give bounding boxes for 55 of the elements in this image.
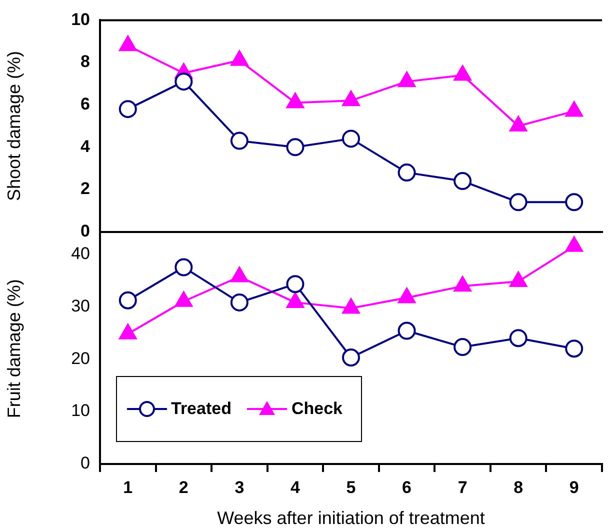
y-tick-label: 0 xyxy=(80,221,90,240)
y-tick-label: 10 xyxy=(71,10,90,29)
y-tick-label: 40 xyxy=(71,244,90,263)
point xyxy=(119,36,137,52)
x-tick-label: 9 xyxy=(569,478,579,497)
point xyxy=(510,271,528,287)
point xyxy=(286,292,304,308)
point xyxy=(398,288,416,304)
y-tick-label: 30 xyxy=(71,296,90,316)
point xyxy=(230,266,248,282)
point xyxy=(118,291,137,310)
legend-label: Treated xyxy=(171,399,232,419)
y-axis-title: Shoot damage (%) xyxy=(4,50,24,202)
point xyxy=(286,92,304,108)
point xyxy=(565,236,583,252)
point xyxy=(454,65,472,81)
point xyxy=(565,340,584,358)
y-tick-label: 8 xyxy=(80,52,90,72)
point xyxy=(454,338,472,356)
y-tick-label: 2 xyxy=(80,179,90,198)
point xyxy=(398,72,416,88)
x-tick-label: 3 xyxy=(234,478,244,497)
x-tick-label: 2 xyxy=(178,478,188,497)
point xyxy=(509,329,528,348)
point xyxy=(509,193,528,212)
y-tick-label: 4 xyxy=(80,136,91,156)
point xyxy=(398,322,416,340)
y-tick-label: 0 xyxy=(80,454,90,473)
point xyxy=(565,101,583,117)
point xyxy=(286,138,304,156)
x-tick-label: 6 xyxy=(402,478,412,497)
y-axis-title: Fruit damage (%) xyxy=(4,279,24,418)
point xyxy=(342,90,360,106)
x-tick-label: 5 xyxy=(346,478,356,497)
y-tick-label: 20 xyxy=(71,348,90,368)
x-tick-label: 7 xyxy=(458,478,468,497)
point xyxy=(342,298,360,314)
x-axis-title: Weeks after initiation of treatment xyxy=(217,508,485,528)
x-tick-label: 8 xyxy=(514,478,524,497)
point xyxy=(454,172,472,190)
point xyxy=(174,291,192,307)
x-tick-label: 1 xyxy=(123,478,133,497)
point xyxy=(342,348,360,367)
point xyxy=(230,293,248,312)
point xyxy=(230,50,248,66)
point xyxy=(398,164,416,182)
x-tick-label: 4 xyxy=(290,478,300,497)
point xyxy=(510,116,528,132)
y-tick-label: 10 xyxy=(71,401,90,420)
point xyxy=(342,130,360,148)
point xyxy=(230,132,248,150)
legend-label: Check xyxy=(291,399,343,419)
y-tick-label: 6 xyxy=(80,94,90,114)
point xyxy=(454,276,472,292)
point xyxy=(565,193,584,212)
